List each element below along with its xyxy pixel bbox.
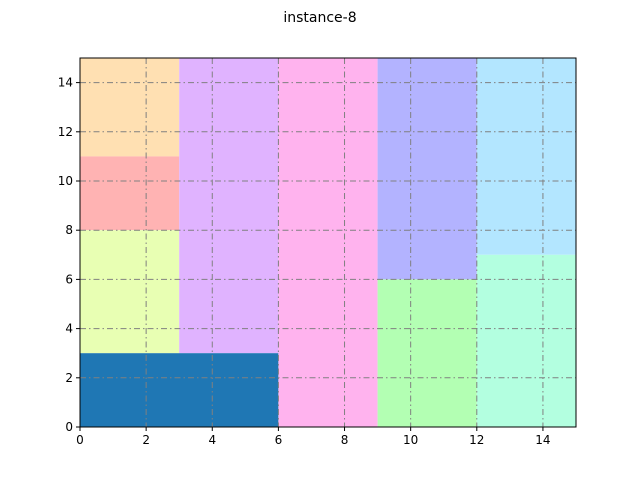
rect-6 (377, 58, 477, 280)
y-tick-label-5: 10 (58, 174, 73, 188)
x-tick-label-3: 6 (275, 433, 283, 447)
x-tick-label-4: 8 (341, 433, 349, 447)
rectangles-layer (80, 58, 576, 427)
rect-4 (80, 353, 279, 427)
rect-8 (476, 58, 576, 255)
x-tick-label-2: 4 (208, 433, 216, 447)
x-tick-label-5: 10 (403, 433, 418, 447)
y-tick-label-3: 6 (65, 272, 73, 286)
y-tick-label-4: 8 (65, 223, 73, 237)
axis-layer: 0 2 4 6 8 10 12 14 0 2 4 6 8 10 12 14 (58, 57, 577, 447)
rect-2 (80, 230, 180, 354)
rect-0 (80, 58, 180, 157)
rect-1 (80, 156, 180, 231)
y-tick-label-6: 12 (58, 125, 73, 139)
rect-5 (278, 58, 378, 427)
y-tick-label-7: 14 (58, 76, 73, 90)
x-tick-label-6: 12 (469, 433, 484, 447)
x-tick-label-0: 0 (76, 433, 84, 447)
x-tick-label-1: 2 (142, 433, 150, 447)
rect-7 (377, 279, 477, 427)
grid-layer (80, 58, 576, 427)
rect-9 (476, 254, 576, 427)
chart-title: instance-8 (283, 10, 356, 26)
rect-3 (179, 58, 279, 354)
y-tick-label-2: 4 (65, 322, 73, 336)
x-tick-label-7: 14 (535, 433, 550, 447)
y-tick-label-1: 2 (65, 371, 73, 385)
plot-frame (79, 57, 577, 428)
y-tick-label-0: 0 (65, 420, 73, 434)
